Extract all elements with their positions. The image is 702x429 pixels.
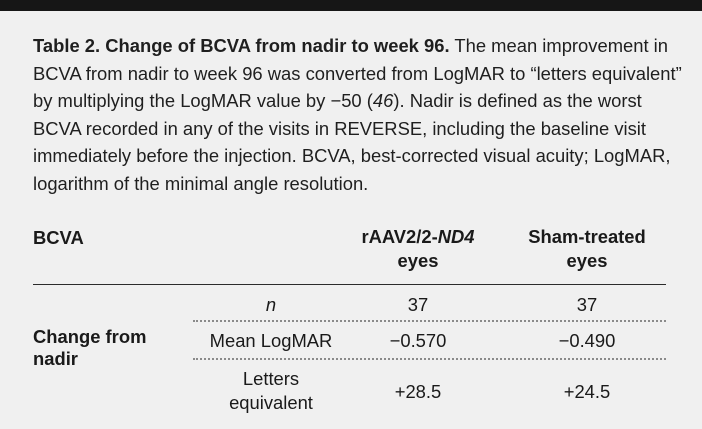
cell-logmar-sham: −0.490 — [558, 330, 616, 351]
cell-letters-raav2: +28.5 — [394, 381, 442, 402]
stat-mean-logmar: Mean LogMAR — [209, 330, 333, 351]
caption-reference: 46 — [372, 90, 394, 112]
stat-letters-b: equivalent — [229, 392, 313, 413]
row-label-change-from-nadir: Change from nadir — [33, 326, 193, 370]
column-header-raav2-b: ND4 — [437, 226, 475, 247]
row-label-b: nadir — [33, 348, 78, 369]
row-label-a: Change from — [33, 326, 147, 347]
cell-logmar-raav2: −0.570 — [389, 330, 447, 351]
column-header-raav2-c: eyes — [397, 250, 439, 271]
stat-letters-equivalent: Letters equivalent — [193, 367, 349, 415]
cell-n-sham: 37 — [576, 294, 598, 315]
stat-n: n — [265, 294, 277, 315]
column-header-sham-a: Sham-treated — [528, 226, 646, 247]
cell-letters-sham: +24.5 — [563, 381, 611, 402]
dotted-divider — [193, 320, 666, 322]
column-header-sham: Sham-treated eyes — [502, 225, 672, 273]
table-caption: Table 2. Change of BCVA from nadir to we… — [33, 32, 683, 198]
column-header-raav2-a: rAAV2/2- — [361, 226, 438, 247]
cell-n-raav2: 37 — [407, 294, 429, 315]
caption-text-b: ). Nadir is defined as the worst BCVA re… — [33, 90, 671, 194]
table-title: Table 2. Change of BCVA from nadir to we… — [33, 35, 450, 56]
caption-text-a: The mean improvement in BCVA from nadir … — [33, 35, 682, 112]
header-bcva: BCVA — [33, 227, 84, 248]
column-header-raav2: rAAV2/2-ND4 eyes — [333, 225, 503, 273]
column-header-sham-b: eyes — [566, 250, 608, 271]
stat-letters-a: Letters — [242, 368, 300, 389]
dotted-divider — [193, 358, 666, 360]
header-rule — [33, 284, 666, 285]
